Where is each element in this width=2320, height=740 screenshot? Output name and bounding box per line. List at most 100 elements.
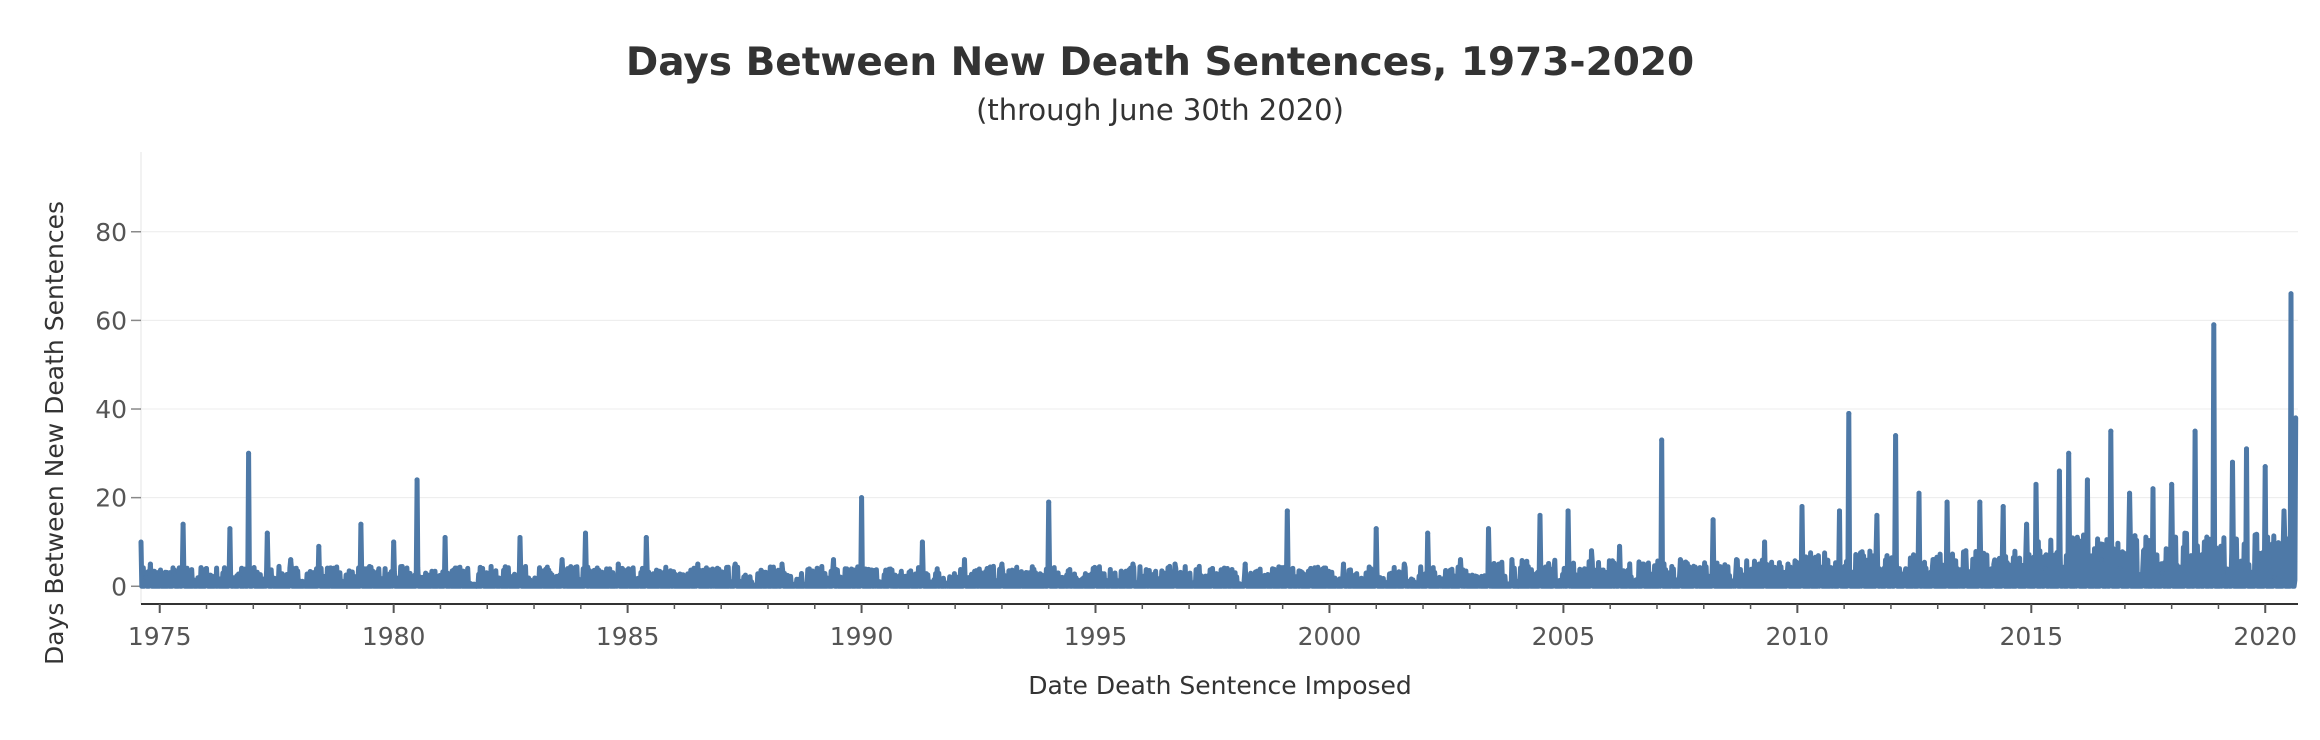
data-point bbox=[1944, 499, 1950, 505]
x-tick-label: 1990 bbox=[830, 622, 894, 651]
data-point bbox=[442, 535, 448, 541]
data-point bbox=[2253, 566, 2259, 572]
data-point bbox=[2192, 428, 2198, 434]
data-point bbox=[2159, 570, 2165, 576]
data-point bbox=[2024, 521, 2030, 527]
data-point bbox=[2281, 508, 2287, 514]
data-point bbox=[2293, 415, 2299, 421]
data-point bbox=[1902, 570, 1908, 576]
x-tick-label: 2000 bbox=[1298, 622, 1362, 651]
data-point bbox=[1691, 566, 1697, 572]
data-point bbox=[1209, 566, 1215, 572]
data-point bbox=[1860, 557, 1866, 563]
data-point bbox=[2108, 428, 2114, 434]
data-point bbox=[1963, 548, 1969, 554]
data-point bbox=[2033, 481, 2039, 487]
data-point bbox=[732, 561, 738, 567]
x-tick-label: 1995 bbox=[1064, 622, 1128, 651]
data-point bbox=[2288, 291, 2294, 297]
data-point bbox=[180, 521, 186, 527]
x-tick-label: 2005 bbox=[1532, 622, 1596, 651]
series-line bbox=[138, 291, 2299, 589]
data-point bbox=[1846, 410, 1852, 416]
y-tick-label: 40 bbox=[95, 395, 127, 424]
data-point bbox=[2042, 566, 2048, 572]
data-point bbox=[1425, 530, 1431, 536]
data-point bbox=[288, 557, 294, 563]
y-tick-label: 80 bbox=[95, 218, 127, 247]
data-point bbox=[2127, 490, 2133, 496]
data-point bbox=[1537, 512, 1543, 518]
data-point bbox=[919, 539, 925, 545]
x-tick-label: 1980 bbox=[362, 622, 426, 651]
data-point bbox=[1046, 499, 1052, 505]
data-point bbox=[1588, 548, 1594, 554]
x-axis: 1975 1980 1985 1990 1995 2000 2005 2010 2015 2020 bbox=[128, 603, 2298, 651]
y-tick-label: 0 bbox=[111, 572, 127, 601]
data-point bbox=[559, 557, 565, 563]
x-tick-label: 2010 bbox=[1766, 622, 1830, 651]
data-point bbox=[236, 574, 242, 580]
data-point bbox=[1308, 566, 1314, 572]
data-point bbox=[1991, 561, 1997, 567]
data-point bbox=[1640, 561, 1646, 567]
data-point bbox=[1710, 517, 1716, 523]
data-point bbox=[1551, 566, 1557, 572]
data-point bbox=[2183, 561, 2189, 567]
data-point bbox=[695, 561, 701, 567]
data-point bbox=[1677, 557, 1683, 563]
data-point bbox=[859, 495, 865, 501]
data-point bbox=[171, 570, 177, 576]
data-point bbox=[227, 526, 233, 532]
x-axis-label: Date Death Sentence Imposed bbox=[1028, 671, 1412, 700]
data-point bbox=[138, 539, 144, 545]
data-point bbox=[1242, 561, 1248, 567]
data-point bbox=[1509, 557, 1515, 563]
data-point bbox=[480, 566, 486, 572]
data-point bbox=[2150, 486, 2156, 492]
data-point bbox=[204, 566, 210, 572]
data-point bbox=[1373, 526, 1379, 532]
data-point bbox=[615, 561, 621, 567]
data-point bbox=[2056, 468, 2062, 474]
y-axis-label: Days Between New Death Sentences bbox=[40, 201, 69, 665]
data-point bbox=[2262, 464, 2268, 470]
data-point bbox=[1486, 526, 1492, 532]
data-point bbox=[1785, 561, 1791, 567]
data-point bbox=[1874, 512, 1880, 518]
x-tick-label: 1985 bbox=[596, 622, 660, 651]
data-point bbox=[147, 561, 153, 567]
data-point bbox=[2169, 481, 2175, 487]
data-point bbox=[583, 530, 589, 536]
data-point bbox=[887, 570, 893, 576]
y-axis: 0 20 40 60 80 bbox=[95, 152, 142, 604]
data-point bbox=[999, 561, 1005, 567]
data-point bbox=[2000, 504, 2006, 510]
data-point bbox=[1565, 508, 1571, 514]
data-point bbox=[2201, 539, 2207, 545]
data-point bbox=[1457, 557, 1463, 563]
data-point bbox=[358, 521, 364, 527]
series-group bbox=[138, 291, 2299, 589]
chart-subtitle: (through June 30th 2020) bbox=[976, 93, 1344, 127]
data-point bbox=[830, 557, 836, 563]
data-point bbox=[391, 539, 397, 545]
data-point bbox=[2211, 322, 2217, 328]
data-point bbox=[1617, 543, 1623, 549]
data-point bbox=[2098, 557, 2104, 563]
data-point bbox=[1818, 566, 1824, 572]
data-point bbox=[1799, 504, 1805, 510]
data-point bbox=[1762, 539, 1768, 545]
chart-title: Days Between New Death Sentences, 1973-2… bbox=[625, 40, 1695, 85]
data-point bbox=[1916, 490, 1922, 496]
x-tick-label: 2015 bbox=[1999, 622, 2063, 651]
data-point bbox=[2244, 446, 2250, 452]
data-point bbox=[414, 477, 420, 483]
data-point bbox=[250, 566, 256, 572]
data-point bbox=[2229, 459, 2235, 465]
data-point bbox=[779, 561, 785, 567]
data-point bbox=[1172, 561, 1178, 567]
data-point bbox=[1340, 561, 1346, 567]
data-point bbox=[1883, 561, 1889, 567]
data-point bbox=[1659, 437, 1665, 443]
